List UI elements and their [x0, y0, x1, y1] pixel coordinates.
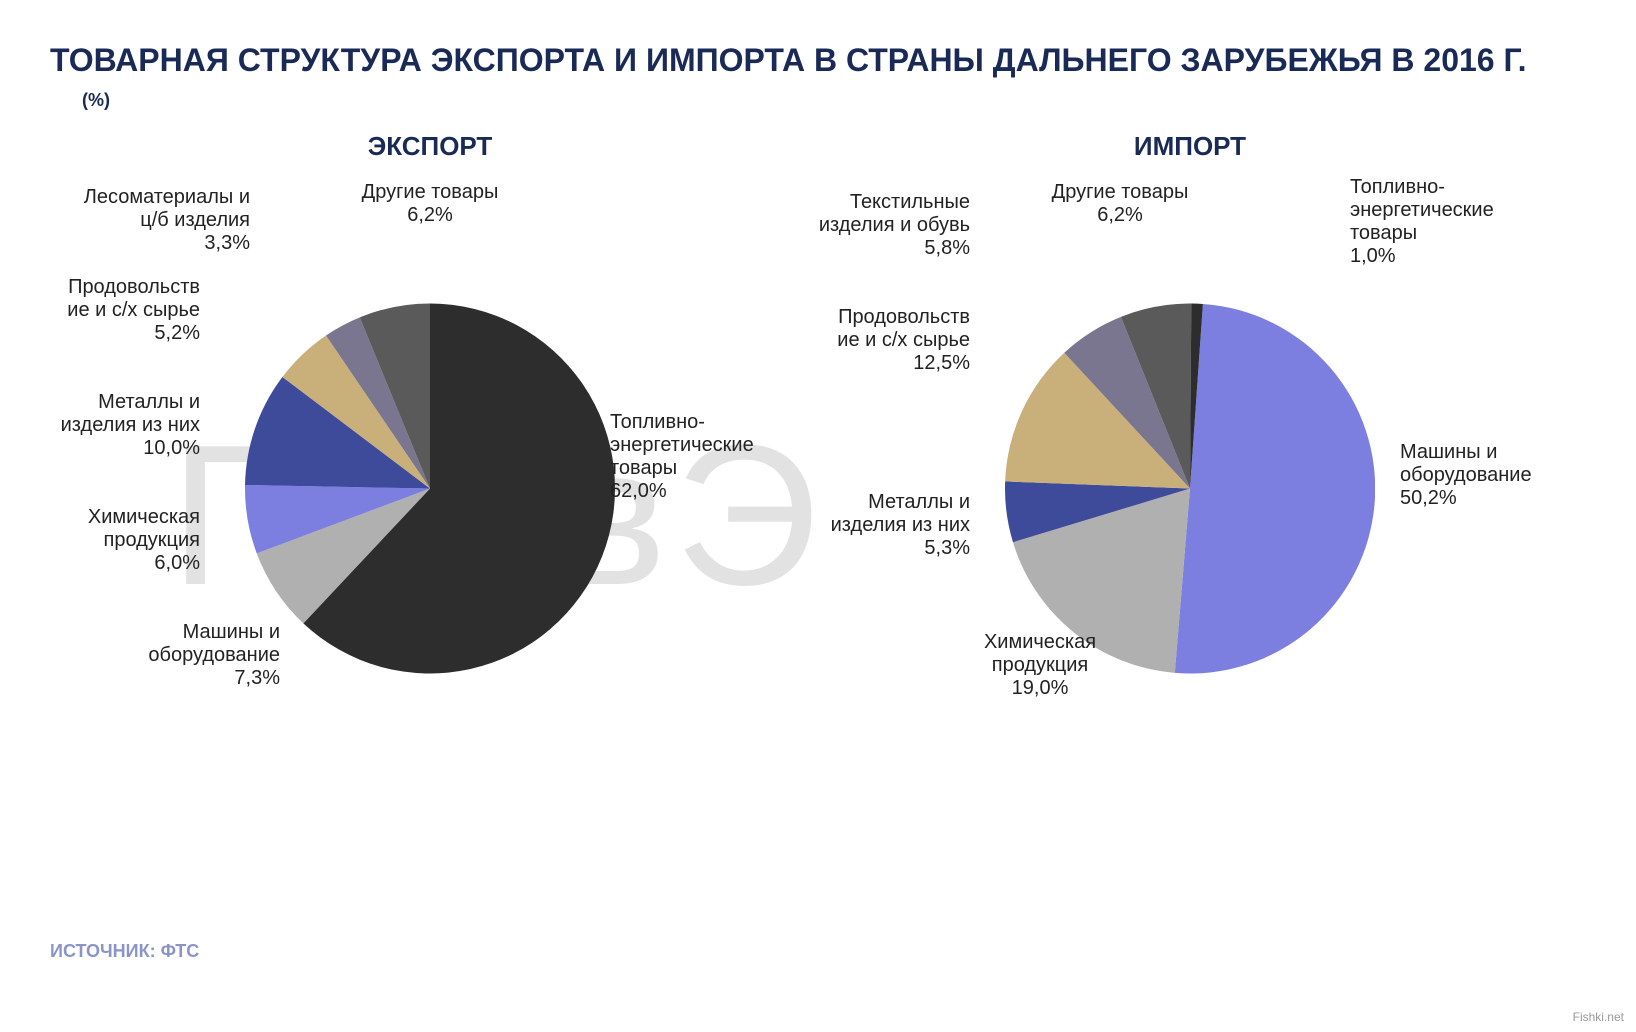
- import-label-other: Другие товары6,2%: [1020, 181, 1220, 227]
- import-label-food: Продовольствие и с/х сырье12,5%: [770, 306, 970, 375]
- credit-label: Fishki.net: [1573, 1010, 1624, 1024]
- export-label-other: Другие товары6,2%: [330, 181, 530, 227]
- import-label-text: Текстильныеизделия и обувь5,8%: [770, 191, 970, 260]
- pie-slice: [1175, 304, 1375, 674]
- page: { "title": "ТОВАРНАЯ СТРУКТУРА ЭКСПОРТА …: [0, 0, 1636, 1032]
- export-pie: [245, 304, 615, 679]
- export-label-fuel: Топливно-энергетическиетовары62,0%: [610, 411, 810, 503]
- page-title: ТОВАРНАЯ СТРУКТУРА ЭКСПОРТА И ИМПОРТА В …: [50, 40, 1586, 80]
- export-label-food: Продовольствие и с/х сырье5,2%: [20, 276, 200, 345]
- import-label-fuel: Топливно-энергетическиетовары1,0%: [1350, 176, 1550, 268]
- charts-area: ПровЭ ЭКСПОРТ Другие товары6,2% Лесомате…: [50, 111, 1586, 871]
- import-pie-svg: [1005, 304, 1375, 674]
- import-label-chem: Химическаяпродукция19,0%: [940, 631, 1140, 700]
- export-label-chem: Химическаяпродукция6,0%: [20, 506, 200, 575]
- source-label: ИСТОЧНИК: ФТС: [50, 941, 199, 962]
- export-label-wood: Лесоматериалы иц/б изделия3,3%: [50, 186, 250, 255]
- import-label-metal: Металлы иизделия из них5,3%: [770, 491, 970, 560]
- import-pie: [1005, 304, 1375, 679]
- export-label-mach: Машины иоборудование7,3%: [80, 621, 280, 690]
- unit-label: (%): [82, 90, 1586, 111]
- import-label-mach: Машины иоборудование50,2%: [1400, 441, 1600, 510]
- export-label-metal: Металлы иизделия из них10,0%: [20, 391, 200, 460]
- export-column: ЭКСПОРТ Другие товары6,2% Лесоматериалы …: [50, 111, 810, 871]
- import-column: ИМПОРТ Другие товары6,2% Топливно-энерге…: [810, 111, 1570, 871]
- import-title: ИМПОРТ: [810, 131, 1570, 162]
- export-pie-svg: [245, 304, 615, 674]
- export-title: ЭКСПОРТ: [50, 131, 810, 162]
